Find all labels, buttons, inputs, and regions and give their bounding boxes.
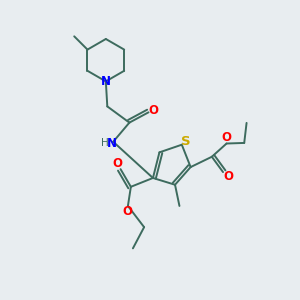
Text: O: O bbox=[222, 131, 232, 144]
Text: S: S bbox=[181, 135, 190, 148]
Text: N: N bbox=[101, 75, 111, 88]
Text: H: H bbox=[101, 138, 109, 148]
Text: O: O bbox=[112, 157, 122, 170]
Text: O: O bbox=[223, 170, 233, 183]
Text: O: O bbox=[122, 205, 132, 218]
Text: N: N bbox=[107, 137, 117, 150]
Text: O: O bbox=[148, 104, 158, 117]
